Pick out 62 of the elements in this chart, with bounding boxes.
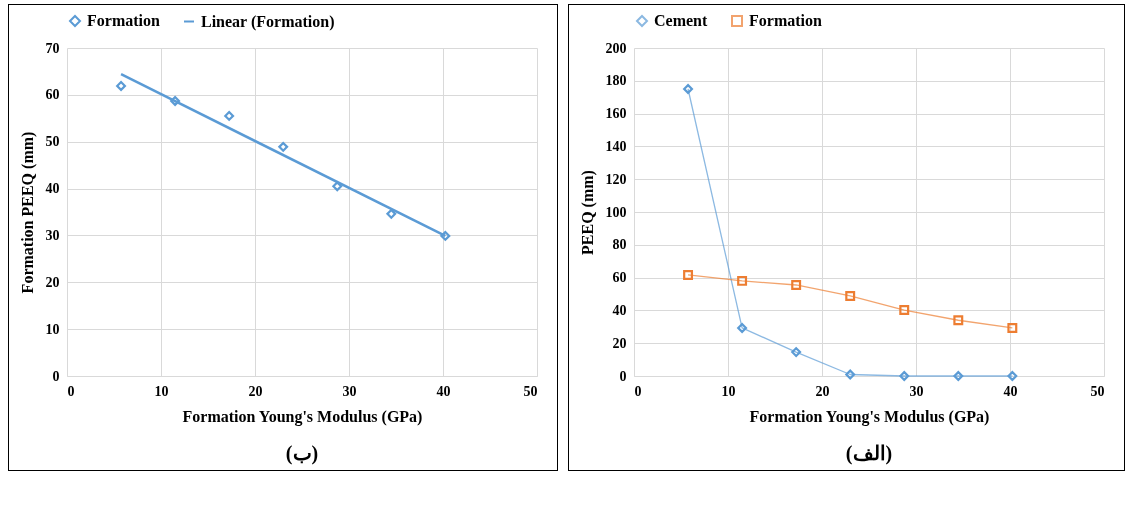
y-tick-label: 20	[612, 335, 627, 351]
y-tick-label: 20	[45, 274, 60, 290]
x-axis-title: Formation Young's Modulus (GPa)	[182, 407, 423, 426]
y-tick-label: 0	[619, 368, 627, 384]
y-tick-label: 40	[45, 181, 60, 197]
point	[953, 315, 964, 326]
point	[791, 347, 802, 358]
x-tick-label: 20	[815, 383, 830, 399]
y-tick-label: 100	[605, 204, 627, 220]
point	[683, 270, 694, 280]
x-tick-label: 20	[248, 383, 263, 399]
y-tick-label: 50	[45, 134, 60, 150]
x-axis-title: Formation Young's Modulus (GPa)	[749, 407, 990, 426]
y-tick-label: 80	[612, 237, 627, 253]
y-tick-label: 10	[45, 321, 60, 337]
y-tick-label: 140	[605, 138, 627, 154]
x-tick-label: 50	[523, 383, 538, 399]
point	[278, 141, 289, 152]
point	[170, 95, 181, 106]
x-tick-label: 0	[634, 383, 642, 399]
x-tick-label: 40	[436, 383, 451, 399]
y-tick-label: 30	[45, 227, 60, 243]
point	[116, 80, 127, 91]
point	[683, 84, 694, 94]
point	[386, 208, 397, 219]
point	[1007, 322, 1018, 333]
point	[899, 305, 910, 316]
text: (ب)	[285, 442, 319, 465]
point	[737, 275, 748, 286]
y-tick-label: 200	[605, 40, 627, 56]
y-tick-label: 40	[612, 302, 627, 318]
y-tick-label: 0	[52, 368, 60, 384]
point	[845, 291, 856, 301]
y-axis-title: PEEQ (mm)	[578, 170, 597, 255]
point	[791, 280, 802, 290]
y-tick-label: 120	[605, 171, 627, 187]
y-axis-title: Formation PEEQ (mm)	[18, 131, 37, 294]
x-tick-label: 10	[154, 383, 169, 399]
point	[953, 371, 964, 381]
point	[737, 322, 748, 333]
x-tick-label: 0	[67, 383, 75, 399]
y-tick-label: 180	[605, 73, 627, 89]
y-tick-label: 70	[45, 40, 60, 56]
text: (الف)	[845, 442, 893, 465]
y-tick-label: 60	[612, 270, 627, 286]
legend-label: Linear (Formation)	[201, 12, 335, 31]
legend-label: Cement	[654, 12, 708, 29]
y-tick-label: 160	[605, 106, 627, 122]
point	[1007, 371, 1018, 381]
x-tick-label: 50	[1090, 383, 1105, 399]
point	[224, 110, 235, 121]
x-tick-label: 30	[909, 383, 924, 399]
x-tick-label: 10	[721, 383, 736, 399]
point	[332, 181, 343, 192]
legend-label: Formation	[87, 12, 160, 29]
point	[440, 230, 451, 241]
x-tick-label: 30	[342, 383, 357, 399]
point	[899, 371, 910, 381]
point	[845, 369, 856, 380]
y-tick-label: 60	[45, 87, 60, 103]
legend-label: Formation	[749, 12, 822, 29]
x-tick-label: 40	[1003, 383, 1018, 399]
